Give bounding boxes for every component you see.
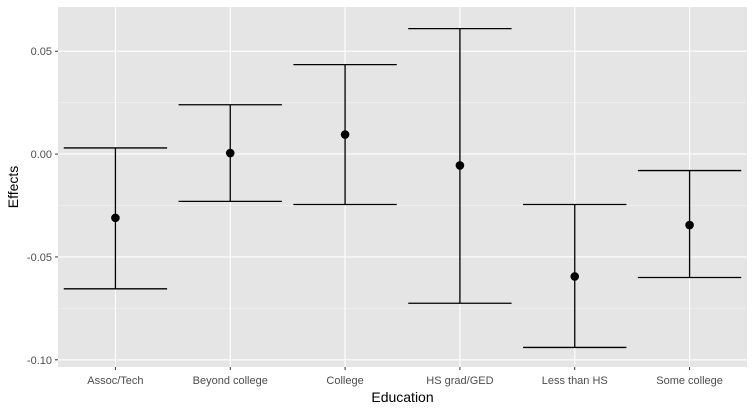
estimate-point [455, 161, 465, 170]
y-axis: -0.10 -0.05 0.00 0.05 [27, 46, 58, 367]
plot-panel [58, 7, 747, 367]
error-bar-college [293, 63, 397, 206]
x-axis-title: Education [371, 389, 433, 405]
estimate-point [340, 130, 350, 139]
y-tick-label: -0.10 [27, 355, 52, 367]
y-axis-title: Effects [5, 166, 21, 209]
estimate-point [111, 213, 120, 223]
x-tick-label: College [326, 375, 363, 387]
estimate-point [225, 148, 235, 158]
x-tick-label: Some college [656, 375, 723, 387]
y-tick-label: -0.05 [27, 252, 52, 264]
estimate-point [685, 220, 694, 230]
error-bar-beyond-college [178, 104, 282, 203]
error-bar-assoc-tech [63, 147, 168, 290]
y-tick-label: 0.00 [31, 149, 52, 161]
x-tick-label: Assoc/Tech [87, 375, 143, 387]
x-axis: Assoc/Tech Beyond college College HS grad/G… [87, 367, 723, 387]
y-tick-label: 0.05 [31, 46, 52, 58]
error-bar-hs-grad-ged [408, 27, 512, 304]
error-bar-some-college [637, 169, 742, 279]
error-bars [63, 27, 742, 349]
estimate-point [570, 272, 580, 281]
error-bar-less-than-hs [523, 203, 627, 349]
x-tick-label: HS grad/GED [426, 375, 493, 387]
x-tick-label: Beyond college [193, 375, 268, 387]
x-tick-label: Less than HS [542, 375, 608, 387]
